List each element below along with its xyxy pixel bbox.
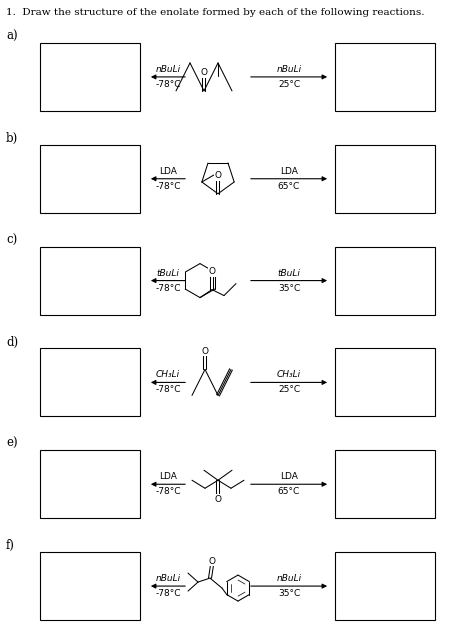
Text: -78°C: -78°C [155,80,181,89]
Text: a): a) [6,30,18,43]
Bar [40,348,140,417]
Bar [335,450,435,519]
Bar [335,247,435,315]
Bar [335,43,435,111]
Text: O: O [209,267,216,276]
Text: -78°C: -78°C [155,182,181,190]
Text: nBuLi: nBuLi [276,574,301,583]
Text: -78°C: -78°C [155,283,181,292]
Bar [40,247,140,315]
Text: tBuLi: tBuLi [156,269,180,278]
Text: O: O [215,171,221,180]
Bar [40,43,140,111]
Bar [335,552,435,620]
Text: O: O [201,68,208,78]
Text: 25°C: 25°C [278,80,300,89]
Bar [40,145,140,213]
Text: 35°C: 35°C [278,283,300,292]
Text: tBuLi: tBuLi [278,269,301,278]
Text: c): c) [6,234,17,247]
Bar [40,552,140,620]
Text: f): f) [6,539,15,552]
Bar [335,145,435,213]
Text: 1.  Draw the structure of the enolate formed by each of the following reactions.: 1. Draw the structure of the enolate for… [6,8,425,17]
Text: nBuLi: nBuLi [155,574,181,583]
Text: b): b) [6,132,18,145]
Text: e): e) [6,438,18,450]
Text: LDA: LDA [280,167,298,176]
Text: 25°C: 25°C [278,385,300,394]
Text: d): d) [6,336,18,348]
Text: 65°C: 65°C [278,487,300,496]
Text: CH₃Li: CH₃Li [156,371,180,380]
Bar [40,450,140,519]
Bar [335,348,435,417]
Text: O: O [215,495,221,504]
Text: CH₃Li: CH₃Li [277,371,301,380]
Text: -78°C: -78°C [155,589,181,598]
Text: LDA: LDA [280,472,298,481]
Text: -78°C: -78°C [155,487,181,496]
Text: nBuLi: nBuLi [155,65,181,74]
Text: LDA: LDA [159,167,177,176]
Text: nBuLi: nBuLi [276,65,301,74]
Text: -78°C: -78°C [155,385,181,394]
Text: O: O [209,557,216,566]
Text: LDA: LDA [159,472,177,481]
Text: 65°C: 65°C [278,182,300,190]
Text: O: O [201,347,209,356]
Text: 35°C: 35°C [278,589,300,598]
